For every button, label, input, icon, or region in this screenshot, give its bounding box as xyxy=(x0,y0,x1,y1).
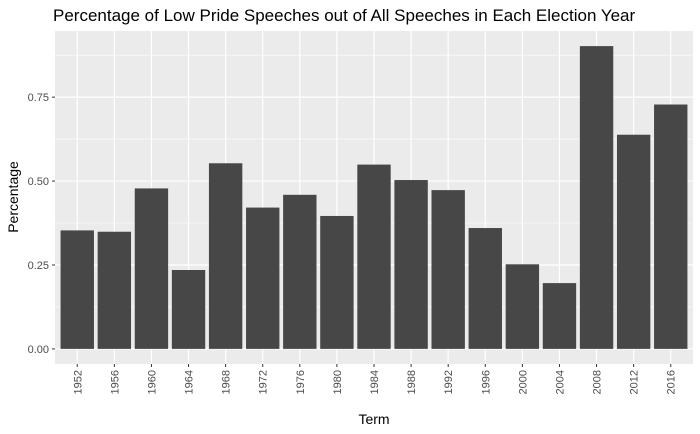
y-tick-label: 0.75 xyxy=(28,92,49,104)
y-tick-label: 0.00 xyxy=(28,344,49,356)
bar-1952 xyxy=(60,230,94,349)
x-tick-label: 1968 xyxy=(221,370,233,394)
x-tick-label: 2008 xyxy=(592,370,604,394)
bar-1976 xyxy=(283,194,317,349)
bar-1984 xyxy=(357,164,391,349)
x-tick-label: 1956 xyxy=(109,370,121,394)
x-tick-label: 1996 xyxy=(480,370,492,394)
x-tick-label: 1952 xyxy=(72,370,84,394)
x-tick-label: 1972 xyxy=(258,370,270,394)
bar-1980 xyxy=(320,215,354,349)
bars xyxy=(60,46,688,349)
bar-1960 xyxy=(134,188,169,349)
bar-2016 xyxy=(654,104,688,349)
bar-1968 xyxy=(208,163,243,349)
bar-1972 xyxy=(246,207,280,349)
y-tick-label: 0.25 xyxy=(28,260,49,272)
bar-2000 xyxy=(505,264,540,349)
y-tick-label: 0.50 xyxy=(28,176,49,188)
bar-2012 xyxy=(616,134,651,349)
x-tick-label: 2012 xyxy=(629,370,641,394)
x-axis-title: Term xyxy=(358,411,389,427)
x-tick-label: 1964 xyxy=(184,370,196,394)
x-tick-label: 2016 xyxy=(666,370,678,394)
bar-2004 xyxy=(542,283,577,349)
x-tick-label: 1992 xyxy=(443,370,455,394)
x-tick-label: 2004 xyxy=(554,370,566,394)
x-tick-label: 1976 xyxy=(295,370,307,394)
y-axis: 0.00 0.25 0.50 0.75 xyxy=(28,92,55,356)
y-axis-title: Percentage xyxy=(5,161,21,233)
chart-title: Percentage of Low Pride Speeches out of … xyxy=(53,6,636,25)
bar-2008 xyxy=(579,46,614,349)
bar-1964 xyxy=(171,270,206,349)
bar-1988 xyxy=(394,180,428,349)
x-tick-label: 1980 xyxy=(332,370,344,394)
bar-1956 xyxy=(97,231,132,349)
x-axis: 1952 1956 1960 1964 1968 1972 1976 1980 1984 1988… xyxy=(72,364,678,394)
x-tick-label: 1988 xyxy=(406,370,418,394)
x-tick-label: 1960 xyxy=(146,370,158,394)
bar-1992 xyxy=(431,190,465,349)
x-tick-label: 1984 xyxy=(369,370,381,394)
x-tick-label: 2000 xyxy=(517,370,529,394)
bar-1996 xyxy=(468,228,502,349)
